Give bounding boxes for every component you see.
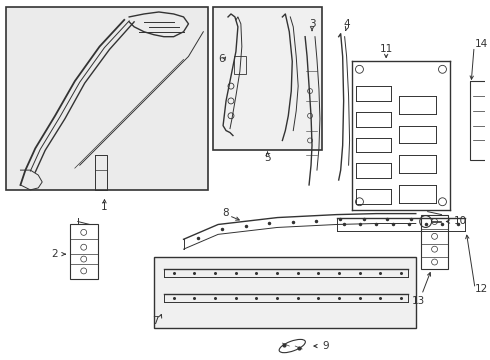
Text: 14: 14 (475, 39, 489, 49)
Text: 10: 10 (453, 216, 466, 225)
Bar (213, 7, 322, 150)
Text: 9: 9 (322, 341, 328, 351)
Bar (70, 225, 98, 279)
Bar (154, 257, 416, 328)
Text: 5: 5 (264, 153, 271, 163)
Text: 3: 3 (309, 19, 316, 29)
Text: 2: 2 (51, 249, 58, 259)
Text: 12: 12 (475, 284, 489, 294)
Text: 1: 1 (101, 202, 108, 212)
Text: 6: 6 (218, 54, 224, 64)
Bar (234, 57, 246, 74)
Bar (470, 81, 490, 160)
Bar (6, 7, 208, 190)
Bar (421, 215, 448, 269)
Text: 11: 11 (380, 44, 393, 54)
Text: 8: 8 (223, 208, 229, 217)
Text: 7: 7 (152, 316, 159, 326)
Text: 13: 13 (412, 296, 425, 306)
Text: 4: 4 (343, 19, 350, 29)
